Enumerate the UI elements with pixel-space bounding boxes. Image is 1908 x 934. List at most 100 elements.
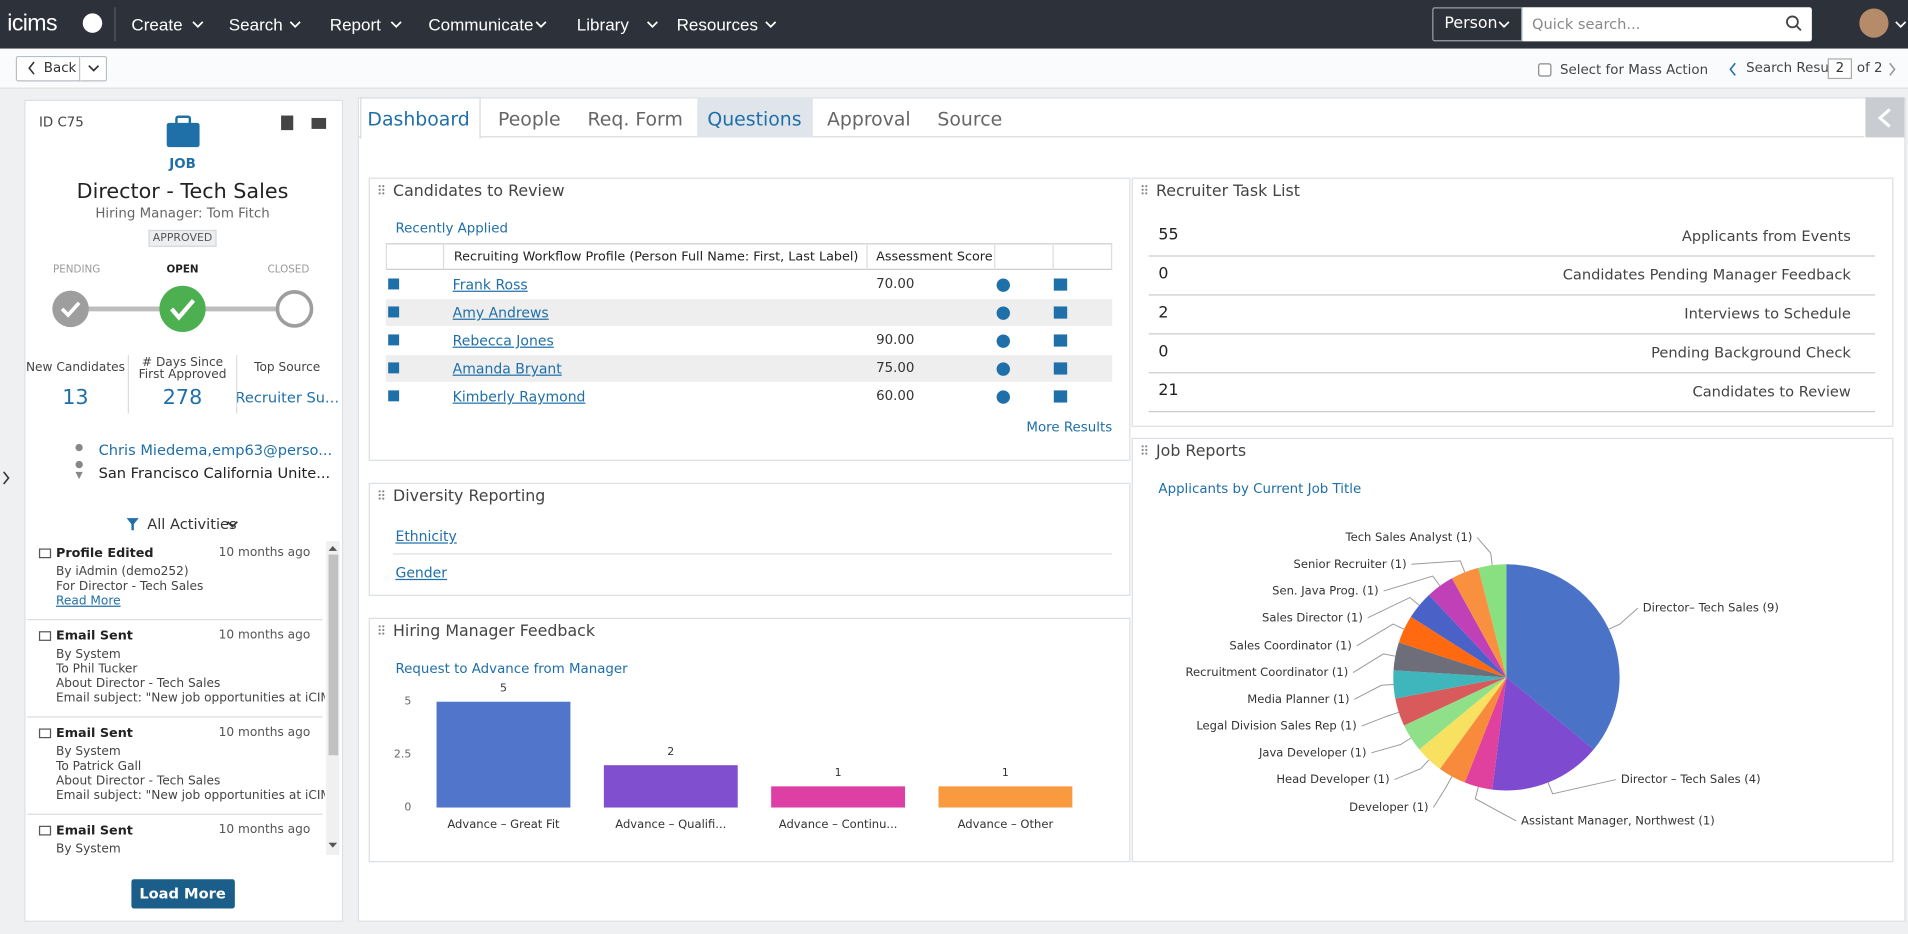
task-label[interactable]: Candidates to Review <box>1121 382 1851 401</box>
read-more-link[interactable]: Read More <box>56 595 121 608</box>
calendar-icon <box>1054 306 1067 318</box>
activity-time: 10 months ago <box>219 726 311 739</box>
back-menu <box>80 56 107 82</box>
nav-menu-item[interactable]: Create <box>131 15 182 34</box>
logo[interactable]: icims <box>7 15 57 34</box>
activity-line: Email subject: "New job opportunities at… <box>56 789 325 802</box>
column-header: Assessment Score <box>876 247 992 266</box>
nav-menu-item[interactable]: Library <box>577 15 629 34</box>
activity-line: By iAdmin (demo252) <box>56 566 189 579</box>
widget-panel <box>1132 438 1894 862</box>
calendar-icon <box>1054 278 1067 290</box>
activity-item: Email Sent 10 months ago By SystemTo Patri… <box>27 726 325 818</box>
task-divider <box>1149 411 1875 412</box>
search-type-label[interactable]: Person <box>1444 15 1497 34</box>
search-input[interactable]: Quick search... <box>1532 15 1640 34</box>
nav-menu-item[interactable]: Search <box>229 15 283 34</box>
diversity-link[interactable]: Gender <box>395 563 447 582</box>
activity-icon <box>39 728 51 738</box>
activity-title: Email Sent <box>56 629 133 644</box>
stat-separator <box>128 355 129 413</box>
profile-icon <box>388 362 399 373</box>
task-label[interactable]: Pending Background Check <box>1121 343 1851 362</box>
profile-icon <box>388 334 399 345</box>
activity-line: About Director - Tech Sales <box>56 775 220 788</box>
tab-line <box>359 136 1864 137</box>
activity-item: Email Sent10 months agoBy SystemTo Phil … <box>27 629 325 721</box>
tab[interactable]: Source <box>605 109 1335 128</box>
help-icon <box>997 390 1010 403</box>
help-icon <box>997 362 1010 375</box>
widget-panel <box>369 618 1131 862</box>
task-divider <box>1149 333 1875 334</box>
activity-icon <box>39 631 51 641</box>
activity-item: Profile Edited 10 months ago By iAdmin (de… <box>27 546 325 624</box>
profile-icon <box>388 306 399 317</box>
collapse-button <box>1865 97 1904 137</box>
column-border <box>443 243 444 270</box>
activity-line: About Director - Tech Sales <box>56 677 220 690</box>
candidate-link[interactable]: Amy Andrews <box>453 303 549 322</box>
nav-separator <box>114 7 115 41</box>
sidebar-toggle <box>0 462 12 494</box>
activity-filter[interactable]: All Activities <box>147 514 236 533</box>
assessment-score: 90.00 <box>876 331 914 350</box>
more-results-link[interactable]: More Results <box>382 418 1112 437</box>
column-border <box>1053 243 1054 270</box>
assessment-score: 75.00 <box>876 359 914 378</box>
back-label[interactable]: Back <box>44 58 77 77</box>
activity-line: By System <box>56 746 121 759</box>
widget-title: Hiring Manager Feedback <box>393 623 595 642</box>
widget-title: Job Reports <box>1156 443 1246 462</box>
help-icon <box>997 306 1010 319</box>
candidate-link[interactable]: Amanda Bryant <box>453 359 562 378</box>
task-divider <box>1149 255 1875 256</box>
nav-menu-item[interactable]: Resources <box>677 15 758 34</box>
activity-line: To Phil Tucker <box>56 663 137 676</box>
activity-divider <box>27 619 323 620</box>
activity-item: Email Sent10 months agoBy SystemTo Kyle … <box>27 823 325 855</box>
calendar-icon <box>1054 362 1067 374</box>
assessment-score: 60.00 <box>876 387 914 406</box>
contact-link[interactable]: Chris Miedema,emp63@perso... <box>99 440 333 459</box>
task-divider <box>1149 372 1875 373</box>
activity-line: For Director - Tech Sales <box>56 580 203 593</box>
widget-title: Candidates to Review <box>393 182 564 201</box>
activity-title: Profile Edited <box>56 546 154 561</box>
job-location: San Francisco California Unite... <box>99 463 331 482</box>
column-border <box>994 243 995 270</box>
candidate-link[interactable]: Kimberly Raymond <box>453 387 586 406</box>
table-subtitle: Recently Applied <box>395 219 507 238</box>
task-label[interactable]: Applicants from Events <box>1121 226 1851 245</box>
profile-icon <box>388 278 399 289</box>
task-label[interactable]: Interviews to Schedule <box>1121 304 1851 323</box>
column-border <box>866 243 867 270</box>
activity-line: By System <box>56 843 121 855</box>
calendar-icon <box>1054 390 1067 402</box>
widget-title: Recruiter Task List <box>1156 182 1300 201</box>
candidate-link[interactable]: Frank Ross <box>453 275 528 294</box>
activity-title: Email Sent <box>56 823 133 838</box>
candidate-link[interactable]: Rebecca Jones <box>453 331 554 350</box>
activity-divider <box>27 814 323 815</box>
widget-title: Diversity Reporting <box>393 488 545 507</box>
activity-line: To Patrick Gall <box>56 760 141 773</box>
profile-icon <box>388 390 399 401</box>
task-divider <box>1149 294 1875 295</box>
activity-line: By System <box>56 648 121 661</box>
activity-icon <box>39 826 51 836</box>
result-total: of 2 <box>1857 58 1883 77</box>
result-index[interactable]: 2 <box>1475 58 1908 77</box>
activity-divider <box>27 716 323 717</box>
scrollbar-thumb <box>329 555 339 756</box>
help-icon <box>997 334 1010 347</box>
activity-line: Email subject: "New job opportunities at… <box>56 692 325 705</box>
diversity-link[interactable]: Ethnicity <box>395 527 456 546</box>
nav-menu-item[interactable]: Report <box>330 15 381 34</box>
nav-menu-item[interactable]: Communicate <box>428 15 533 34</box>
activity-title: Email Sent <box>56 726 133 741</box>
task-label[interactable]: Candidates Pending Manager Feedback <box>1121 265 1851 284</box>
column-header: Recruiting Workflow Profile (Person Full… <box>454 247 859 266</box>
activity-time: 10 months ago <box>219 546 311 559</box>
